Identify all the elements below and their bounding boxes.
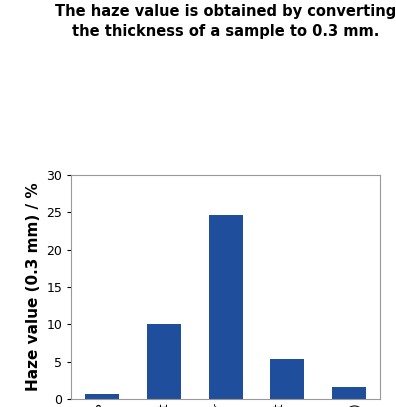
Bar bbox=[332, 387, 366, 399]
Text: The haze value is obtained by converting
the thickness of a sample to 0.3 mm.: The haze value is obtained by converting… bbox=[55, 4, 396, 39]
Bar bbox=[209, 214, 243, 399]
Bar bbox=[270, 359, 305, 399]
Bar bbox=[147, 324, 181, 399]
Bar bbox=[85, 394, 119, 399]
Y-axis label: Haze value (0.3 mm) / %: Haze value (0.3 mm) / % bbox=[26, 183, 41, 391]
